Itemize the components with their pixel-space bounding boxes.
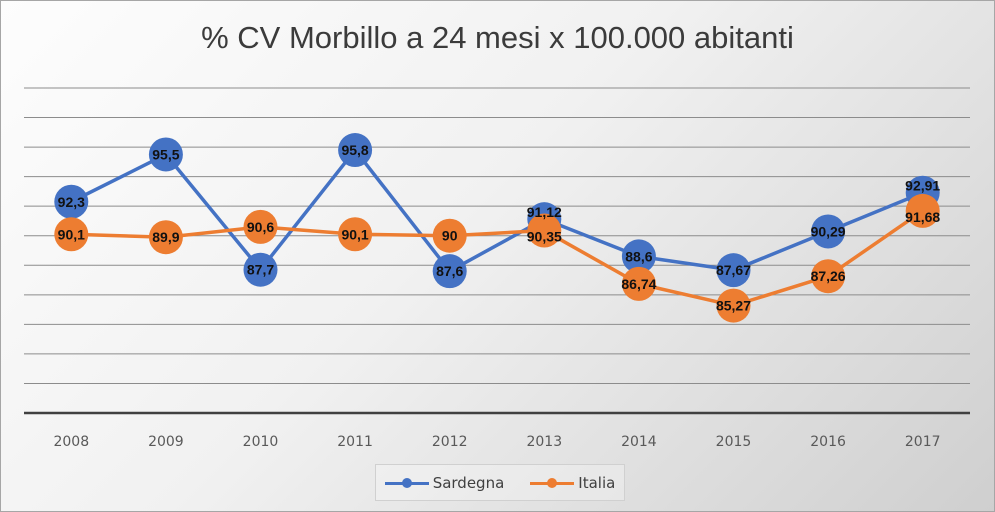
data-label-sardegna: 95,5 (152, 146, 179, 162)
x-tick-label: 2010 (243, 434, 279, 450)
point-italia (432, 218, 467, 253)
point-italia (716, 288, 751, 323)
data-label-sardegna: 87,67 (716, 262, 751, 278)
x-tick-label: 2013 (526, 434, 562, 450)
data-label-italia: 90 (442, 228, 458, 244)
legend: Sardegna Italia (375, 464, 625, 501)
data-label-italia: 90,6 (247, 219, 274, 235)
point-sardegna (621, 239, 656, 274)
point-sardegna (148, 137, 183, 172)
point-italia (905, 193, 940, 228)
point-italia (54, 217, 89, 252)
legend-item-italia: Italia (530, 474, 615, 492)
data-label-sardegna: 95,8 (341, 142, 368, 158)
series-line-italia (71, 209, 924, 308)
point-sardegna (432, 254, 467, 289)
data-label-sardegna: 92,3 (58, 194, 85, 210)
x-tick-label: 2015 (716, 434, 752, 450)
legend-label-sardegna: Sardegna (432, 473, 505, 492)
x-tick-label: 2012 (432, 434, 468, 450)
chart-title: % CV Morbillo a 24 mesi x 100.000 abitan… (201, 20, 794, 55)
x-tick-label: 2017 (905, 434, 941, 450)
data-label-sardegna: 87,6 (436, 263, 463, 279)
x-tick-label: 2016 (810, 434, 846, 450)
point-italia (527, 213, 562, 248)
data-label-italia: 90,1 (341, 226, 368, 242)
data-label-sardegna: 87,7 (247, 262, 274, 278)
data-label-italia: 87,26 (811, 268, 846, 284)
x-tick-label: 2009 (148, 434, 184, 450)
series-line-sardegna (70, 148, 924, 273)
data-label-italia: 86,74 (621, 276, 656, 292)
point-sardegna (338, 133, 373, 168)
point-sardegna (54, 184, 89, 219)
x-tick-label: 2011 (337, 434, 373, 450)
data-label-italia: 85,27 (716, 298, 751, 314)
data-label-italia: 91,68 (905, 209, 940, 225)
point-italia (338, 217, 373, 252)
point-sardegna (716, 253, 751, 288)
data-label-italia: 90,1 (58, 226, 85, 242)
data-label-sardegna: 91,12 (527, 204, 562, 220)
data-label-sardegna: 92,91 (905, 178, 940, 194)
legend-marker-italia (530, 477, 575, 489)
legend-marker-sardegna (384, 477, 429, 489)
x-tick-label: 2014 (621, 434, 657, 450)
data-label-italia: 90,35 (527, 229, 562, 245)
point-italia (621, 266, 656, 301)
point-italia (148, 220, 183, 255)
point-italia (811, 259, 846, 294)
point-italia (243, 209, 278, 244)
point-sardegna (811, 214, 846, 249)
point-sardegna (243, 252, 278, 287)
data-label-italia: 89,9 (152, 229, 179, 245)
data-label-sardegna: 88,6 (625, 248, 652, 264)
x-tick-label: 2008 (53, 434, 89, 450)
data-label-sardegna: 90,29 (811, 223, 846, 239)
legend-label-italia: Italia (578, 473, 616, 492)
legend-item-sardegna: Sardegna (384, 473, 505, 492)
